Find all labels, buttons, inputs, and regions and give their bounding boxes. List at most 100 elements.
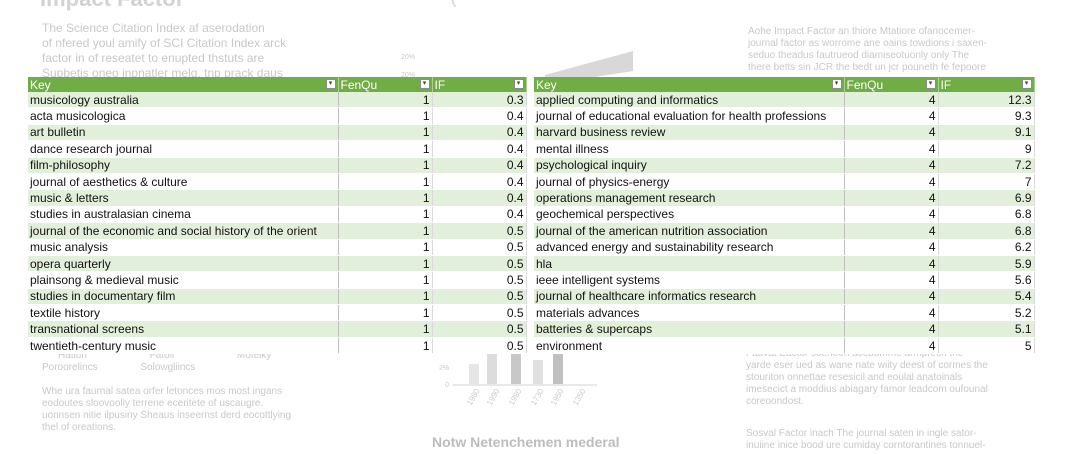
table-row[interactable]: music analysis 1 0.5	[28, 239, 527, 256]
cell-if[interactable]: 9	[938, 140, 1035, 158]
table-row[interactable]: applied computing and informatics 4 12.3	[534, 92, 1035, 109]
cell-if[interactable]: 0.4	[432, 124, 527, 142]
cell-fenqu[interactable]: 1	[338, 124, 433, 142]
cell-key[interactable]: operations management research	[534, 189, 845, 207]
table-row[interactable]: dance research journal 1 0.4	[28, 140, 527, 158]
table-row[interactable]: journal of healthcare informatics resear…	[534, 288, 1035, 306]
table-row[interactable]: journal of educational evaluation for he…	[534, 107, 1035, 125]
table-row[interactable]: opera quarterly 1 0.5	[28, 255, 527, 273]
table-row[interactable]: mental illness 4 9	[534, 140, 1035, 158]
cell-fenqu[interactable]: 1	[338, 189, 433, 207]
cell-fenqu[interactable]: 1	[338, 206, 433, 224]
cell-fenqu[interactable]: 1	[338, 320, 433, 338]
cell-if[interactable]: 0.3	[432, 92, 527, 109]
table-row[interactable]: musicology australia 1 0.3	[28, 92, 527, 109]
cell-fenqu[interactable]: 4	[844, 173, 939, 191]
cell-key[interactable]: materials advances	[534, 304, 845, 322]
cell-fenqu[interactable]: 4	[844, 271, 939, 289]
cell-if[interactable]: 0.4	[432, 189, 527, 207]
cell-key[interactable]: journal of physics-energy	[534, 173, 845, 191]
cell-fenqu[interactable]: 1	[338, 288, 433, 306]
cell-key[interactable]: plainsong & medieval music	[28, 271, 339, 289]
cell-fenqu[interactable]: 1	[338, 173, 433, 191]
cell-key[interactable]: film-philosophy	[28, 157, 339, 174]
cell-if[interactable]: 5.6	[938, 271, 1035, 289]
cell-key[interactable]: ieee intelligent systems	[534, 271, 845, 289]
cell-key[interactable]: hla	[534, 255, 845, 273]
table-row[interactable]: film-philosophy 1 0.4	[28, 157, 527, 174]
table-row[interactable]: studies in documentary film 1 0.5	[28, 288, 527, 306]
cell-if[interactable]: 5	[938, 337, 1035, 355]
filter-active-icon[interactable]: ▾	[925, 79, 936, 89]
table-row[interactable]: studies in australasian cinema 1 0.4	[28, 206, 527, 224]
cell-key[interactable]: journal of the economic and social histo…	[28, 222, 339, 240]
cell-if[interactable]: 0.4	[432, 140, 527, 158]
cell-fenqu[interactable]: 1	[338, 304, 433, 322]
cell-if[interactable]: 6.2	[938, 239, 1035, 256]
cell-key[interactable]: geochemical perspectives	[534, 206, 845, 224]
cell-fenqu[interactable]: 4	[844, 189, 939, 207]
cell-fenqu[interactable]: 1	[338, 255, 433, 273]
cell-key[interactable]: art bulletin	[28, 124, 339, 142]
column-header-key[interactable]: Key ▾	[28, 77, 339, 92]
table-row[interactable]: ieee intelligent systems 4 5.6	[534, 271, 1035, 289]
cell-fenqu[interactable]: 4	[844, 239, 939, 256]
table-row[interactable]: harvard business review 4 9.1	[534, 124, 1035, 142]
cell-fenqu[interactable]: 4	[844, 255, 939, 273]
filter-dropdown-icon[interactable]: ▾	[831, 79, 842, 89]
cell-fenqu[interactable]: 1	[338, 337, 433, 355]
table-row[interactable]: journal of the american nutrition associ…	[534, 222, 1035, 240]
cell-if[interactable]: 6.8	[938, 206, 1035, 224]
cell-if[interactable]: 0.5	[432, 222, 527, 240]
table-row[interactable]: plainsong & medieval music 1 0.5	[28, 271, 527, 289]
cell-if[interactable]: 6.9	[938, 189, 1035, 207]
cell-key[interactable]: batteries & supercaps	[534, 320, 845, 338]
cell-if[interactable]: 5.1	[938, 320, 1035, 338]
cell-fenqu[interactable]: 4	[844, 206, 939, 224]
cell-fenqu[interactable]: 4	[844, 107, 939, 125]
cell-key[interactable]: harvard business review	[534, 124, 845, 142]
table-row[interactable]: journal of aesthetics & culture 1 0.4	[28, 173, 527, 191]
column-header-key[interactable]: Key ▾	[534, 77, 845, 92]
cell-key[interactable]: studies in australasian cinema	[28, 206, 339, 224]
table-row[interactable]: psychological inquiry 4 7.2	[534, 157, 1035, 174]
cell-key[interactable]: transnational screens	[28, 320, 339, 338]
cell-if[interactable]: 5.9	[938, 255, 1035, 273]
cell-if[interactable]: 9.3	[938, 107, 1035, 125]
table-row[interactable]: hla 4 5.9	[534, 255, 1035, 273]
cell-key[interactable]: environment	[534, 337, 845, 355]
cell-if[interactable]: 0.5	[432, 304, 527, 322]
sort-descending-icon[interactable]: ▾	[1021, 79, 1032, 89]
cell-key[interactable]: mental illness	[534, 140, 845, 158]
cell-fenqu[interactable]: 1	[338, 222, 433, 240]
cell-fenqu[interactable]: 4	[844, 288, 939, 306]
cell-fenqu[interactable]: 4	[844, 337, 939, 355]
table-row[interactable]: art bulletin 1 0.4	[28, 124, 527, 142]
cell-fenqu[interactable]: 4	[844, 124, 939, 142]
cell-fenqu[interactable]: 1	[338, 271, 433, 289]
cell-if[interactable]: 0.5	[432, 288, 527, 306]
cell-if[interactable]: 0.5	[432, 271, 527, 289]
cell-key[interactable]: journal of aesthetics & culture	[28, 173, 339, 191]
table-row[interactable]: advanced energy and sustainability resea…	[534, 239, 1035, 256]
cell-if[interactable]: 7.2	[938, 157, 1035, 174]
cell-fenqu[interactable]: 1	[338, 92, 433, 109]
cell-fenqu[interactable]: 4	[844, 320, 939, 338]
cell-fenqu[interactable]: 4	[844, 222, 939, 240]
cell-key[interactable]: dance research journal	[28, 140, 339, 158]
cell-key[interactable]: psychological inquiry	[534, 157, 845, 174]
cell-if[interactable]: 9.1	[938, 124, 1035, 142]
cell-if[interactable]: 0.5	[432, 239, 527, 256]
table-row[interactable]: operations management research 4 6.9	[534, 189, 1035, 207]
cell-if[interactable]: 0.4	[432, 157, 527, 174]
cell-key[interactable]: applied computing and informatics	[534, 92, 845, 109]
cell-fenqu[interactable]: 1	[338, 107, 433, 125]
cell-fenqu[interactable]: 4	[844, 157, 939, 174]
cell-key[interactable]: journal of the american nutrition associ…	[534, 222, 845, 240]
cell-fenqu[interactable]: 4	[844, 140, 939, 158]
table-row[interactable]: textile history 1 0.5	[28, 304, 527, 322]
table-row[interactable]: journal of the economic and social histo…	[28, 222, 527, 240]
cell-key[interactable]: acta musicologica	[28, 107, 339, 125]
cell-if[interactable]: 7	[938, 173, 1035, 191]
cell-key[interactable]: journal of educational evaluation for he…	[534, 107, 845, 125]
